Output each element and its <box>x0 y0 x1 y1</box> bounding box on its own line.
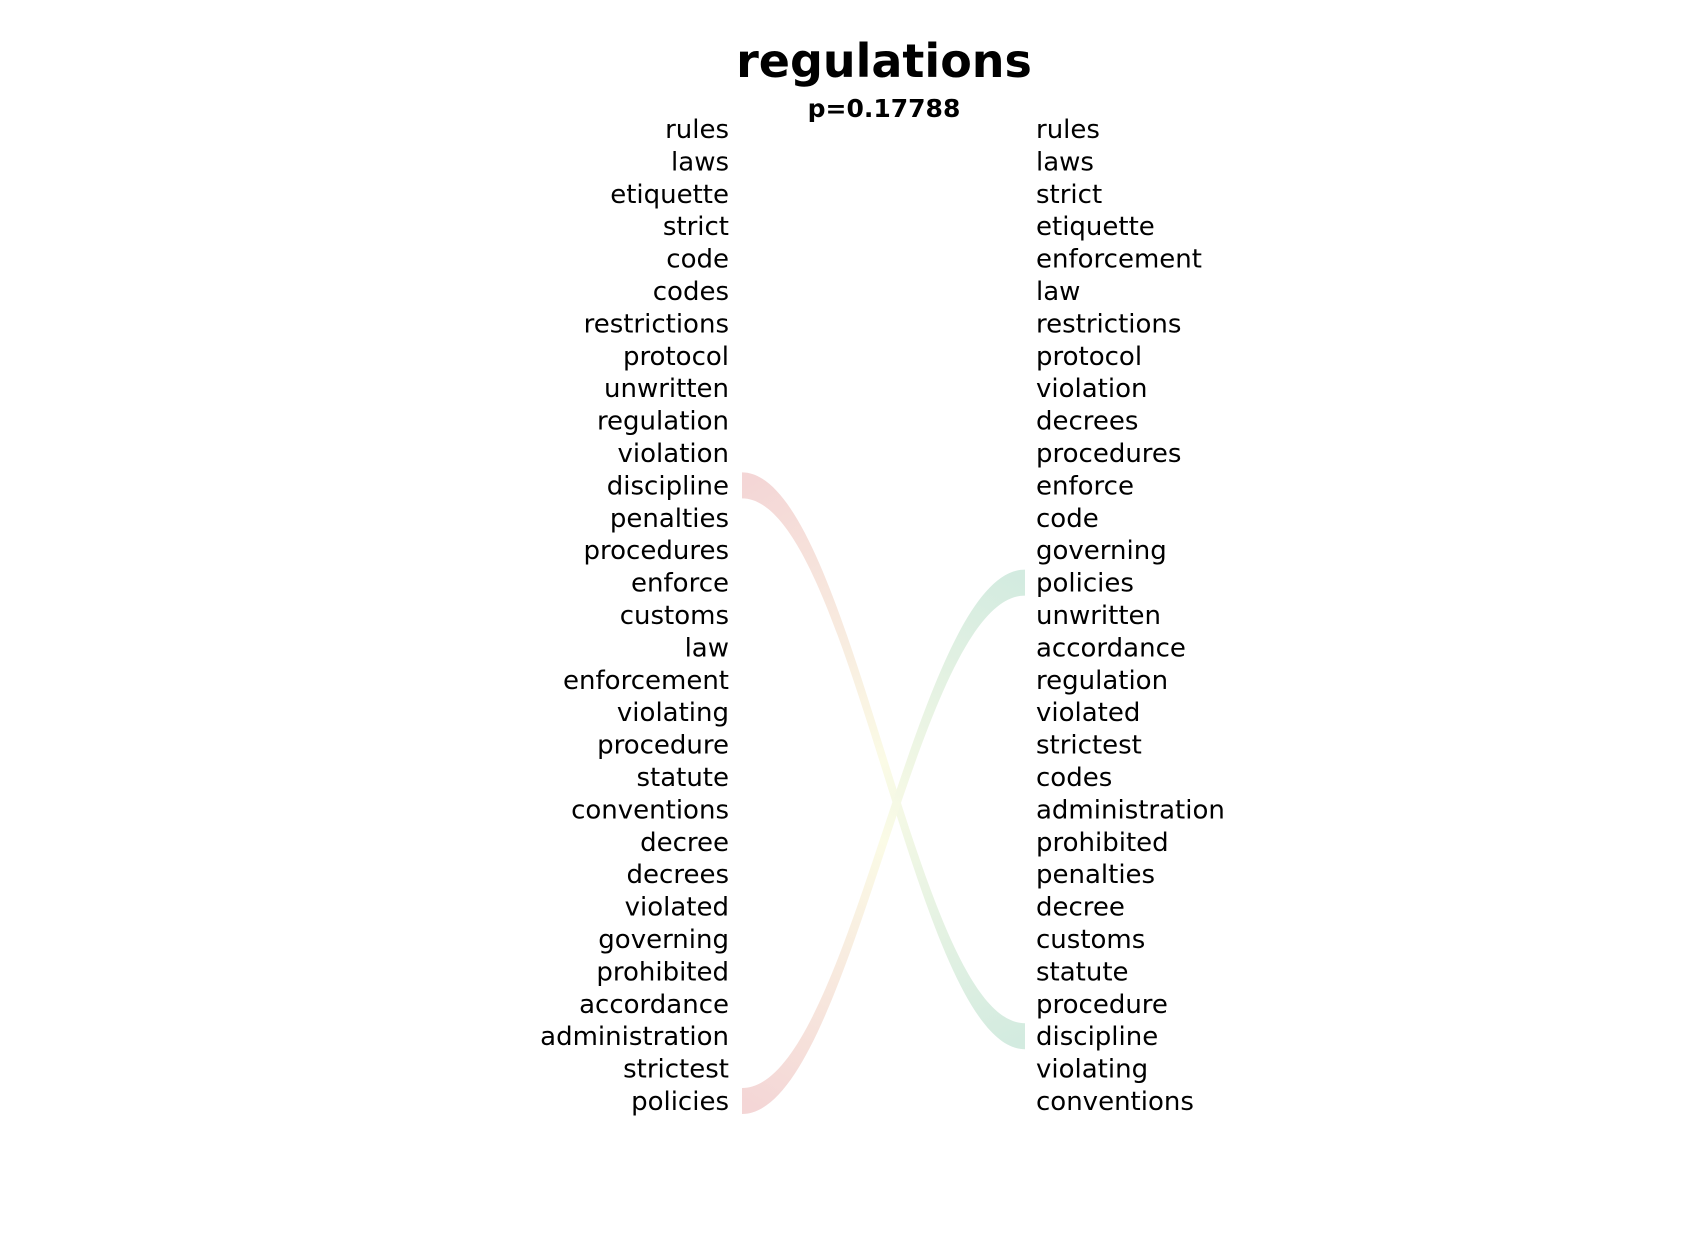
right-word-label: violated <box>1036 698 1140 728</box>
left-word-label: law <box>685 633 729 663</box>
left-word-label: accordance <box>579 990 729 1020</box>
right-word-label: enforcement <box>1036 245 1202 275</box>
right-word-label: strict <box>1036 180 1102 210</box>
right-word-label: discipline <box>1036 1022 1158 1052</box>
left-word-label: laws <box>671 147 729 177</box>
right-word-label: restrictions <box>1036 309 1181 339</box>
left-word-label: decree <box>640 828 729 858</box>
left-word-label: discipline <box>607 471 729 501</box>
left-word-label: procedures <box>584 536 729 566</box>
right-word-label: statute <box>1036 957 1129 987</box>
left-word-label: decrees <box>627 860 729 890</box>
chart-title: regulations <box>736 34 1032 88</box>
left-word-label: etiquette <box>610 180 729 210</box>
left-word-label: administration <box>540 1022 729 1052</box>
right-word-label: enforce <box>1036 471 1134 501</box>
right-word-label: violating <box>1036 1055 1148 1085</box>
left-word-label: policies <box>631 1087 729 1117</box>
left-word-label: statute <box>636 763 729 793</box>
right-word-label: code <box>1036 504 1099 534</box>
right-word-label: laws <box>1036 147 1094 177</box>
right-word-label: procedure <box>1036 990 1168 1020</box>
right-word-label: conventions <box>1036 1087 1194 1117</box>
right-word-label: procedures <box>1036 439 1181 469</box>
right-word-label: decree <box>1036 893 1125 923</box>
right-word-label: accordance <box>1036 633 1186 663</box>
chart-subtitle: p=0.17788 <box>808 94 961 123</box>
right-word-label: decrees <box>1036 407 1138 437</box>
rank-link-discipline <box>742 472 1025 1050</box>
right-word-label: prohibited <box>1036 828 1169 858</box>
right-word-label: customs <box>1036 925 1145 955</box>
right-word-label: rules <box>1036 115 1100 145</box>
right-word-label: policies <box>1036 569 1134 599</box>
left-word-label: governing <box>598 925 729 955</box>
left-word-label: procedure <box>597 731 729 761</box>
left-word-label: rules <box>665 115 729 145</box>
left-word-label: penalties <box>610 504 729 534</box>
left-word-label: violating <box>617 698 729 728</box>
left-word-label: regulation <box>597 407 729 437</box>
left-word-label: codes <box>653 277 729 307</box>
left-word-label: enforce <box>631 569 729 599</box>
left-word-label: conventions <box>571 795 729 825</box>
rank-link-policies <box>742 569 1025 1114</box>
left-word-label: strict <box>663 212 729 242</box>
left-word-label: code <box>666 245 729 275</box>
left-word-column: ruleslawsetiquettestrictcodecodesrestric… <box>540 115 729 1117</box>
rank-links <box>742 472 1025 1114</box>
right-word-label: violation <box>1036 374 1147 404</box>
right-word-label: unwritten <box>1036 601 1161 631</box>
right-word-label: etiquette <box>1036 212 1155 242</box>
right-word-label: governing <box>1036 536 1167 566</box>
left-word-label: strictest <box>623 1055 729 1085</box>
right-word-label: regulation <box>1036 666 1168 696</box>
right-word-label: administration <box>1036 795 1225 825</box>
right-word-label: protocol <box>1036 342 1142 372</box>
right-word-label: codes <box>1036 763 1112 793</box>
left-word-label: violated <box>625 893 729 923</box>
left-word-label: violation <box>618 439 729 469</box>
right-word-label: strictest <box>1036 731 1142 761</box>
left-word-label: enforcement <box>563 666 729 696</box>
left-word-label: customs <box>620 601 729 631</box>
left-word-label: protocol <box>623 342 729 372</box>
right-word-label: penalties <box>1036 860 1155 890</box>
left-word-label: restrictions <box>584 309 729 339</box>
left-word-label: prohibited <box>596 957 729 987</box>
left-word-label: unwritten <box>604 374 729 404</box>
right-word-column: ruleslawsstrictetiquetteenforcementlawre… <box>1036 115 1225 1117</box>
right-word-label: law <box>1036 277 1080 307</box>
